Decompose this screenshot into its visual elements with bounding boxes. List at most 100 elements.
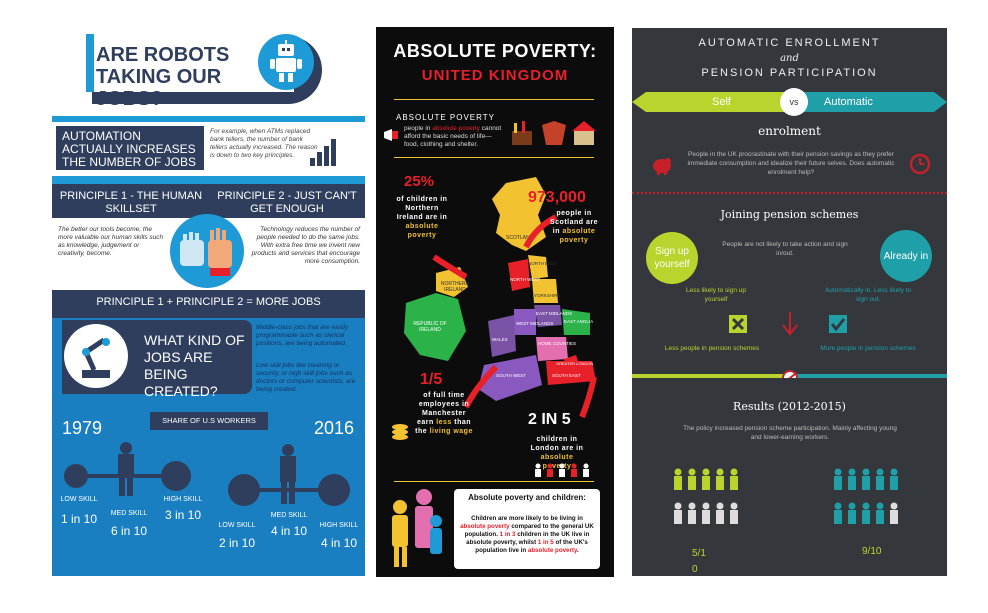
inaction-note: People are not likely to take action and… bbox=[722, 241, 848, 257]
automatic-label: Automatic bbox=[824, 96, 873, 108]
box-emphasis: 1 in 5 bbox=[537, 539, 554, 546]
region-republic-of-ireland bbox=[404, 293, 466, 361]
auto-enrol-fraction: 9/10 bbox=[862, 546, 882, 557]
principle-1-heading: PRINCIPLE 1 - THE HUMAN SKILLSET bbox=[59, 190, 203, 215]
scotland-text-body: people in Scotland are in bbox=[549, 210, 598, 235]
check-box-icon bbox=[829, 315, 847, 333]
absolute-poverty-heading: ABSOLUTE POVERTY bbox=[396, 113, 495, 122]
robot-human-hands-icon bbox=[170, 214, 244, 288]
region-label: SCOTLAND bbox=[506, 235, 534, 241]
high-skill-1979: 3 in 10 bbox=[164, 508, 202, 522]
region-south-east bbox=[546, 361, 596, 385]
what-kind-heading: WHAT KIND OF JOBS ARE BEING CREATED? bbox=[144, 332, 245, 399]
children-info-text: Children are more likely to be living in… bbox=[460, 515, 594, 555]
principle-2-text: Technology reduces the number of people … bbox=[251, 226, 360, 265]
sum-band bbox=[52, 290, 365, 318]
definition-text: cannot afford the basic needs of life—fo… bbox=[404, 125, 502, 148]
manchester-text-body: of full time employees in Manchester ear… bbox=[416, 392, 470, 426]
box-text: of the UK's population live in bbox=[475, 539, 588, 554]
robots-title: ARE ROBOTS TAKING OUR JOBS? bbox=[96, 44, 230, 110]
sign-up-circle: Sign up yourself bbox=[646, 232, 698, 284]
family-icon bbox=[392, 489, 442, 567]
what-kind-note-1: Middle-class jobs that are easily progra… bbox=[256, 324, 349, 347]
auto-likely-text: Automatically in. Less likely to sign ou… bbox=[824, 287, 912, 303]
low-skill-label-2016: LOW SKILL bbox=[218, 522, 256, 529]
principles-band bbox=[52, 184, 365, 218]
pension-title: AUTOMATIC ENROLLMENT and PENSION PARTICI… bbox=[632, 36, 947, 81]
pension-title-line-1: AUTOMATIC ENROLLMENT bbox=[698, 37, 881, 49]
manchester-text-emphasis: less bbox=[436, 419, 452, 426]
region-north-east bbox=[528, 255, 548, 279]
down-arrow-icon bbox=[782, 312, 798, 336]
children-info-heading: Absolute poverty and children: bbox=[468, 493, 586, 502]
region-west-midlands bbox=[514, 309, 536, 335]
ni-value: 25% bbox=[404, 173, 435, 190]
box-emphasis: 1 in 3 bbox=[499, 531, 516, 538]
self-label: Self bbox=[712, 96, 731, 108]
box-text: children in the UK live in absolute pove… bbox=[466, 531, 590, 546]
less-people-text: Less people in pension schemes bbox=[664, 345, 760, 352]
region-label: WALES bbox=[492, 337, 508, 342]
high-skill-label-2016: HIGH SKILL bbox=[319, 522, 359, 529]
absolute-poverty-definition: people in absolute poverty cannot afford… bbox=[404, 125, 504, 149]
med-skill-1979: 6 in 10 bbox=[110, 524, 148, 538]
megaphone-icon bbox=[384, 129, 398, 141]
enrolment-heading: enrolment bbox=[758, 124, 821, 138]
divider bbox=[394, 99, 594, 100]
manchester-text: of full time employees in Manchester ear… bbox=[414, 391, 474, 436]
ni-text-emphasis: absolute poverty bbox=[405, 223, 439, 239]
progress-divider bbox=[632, 370, 947, 378]
vs-badge: vs bbox=[780, 88, 808, 116]
region-east-midlands bbox=[534, 305, 562, 327]
region-wales bbox=[488, 315, 516, 357]
region-label: HOME COUNTIES bbox=[538, 341, 577, 346]
share-label: SHARE OF U.S WORKERS bbox=[150, 412, 268, 430]
region-label: NORTH EAST bbox=[528, 261, 557, 266]
low-skill-label-1979: LOW SKILL bbox=[60, 496, 98, 503]
automation-heading: AUTOMATION ACTUALLY INCREASES THE NUMBER… bbox=[56, 126, 204, 170]
piggy-bank-icon bbox=[653, 158, 671, 175]
callout-arrows bbox=[432, 214, 597, 419]
children-info-box bbox=[454, 489, 600, 569]
robot-icon bbox=[258, 34, 314, 90]
what-kind-note-2: Low skill jobs like cleaning or security… bbox=[256, 362, 356, 393]
manchester-text-body: than the bbox=[415, 419, 472, 435]
dotted-divider bbox=[632, 192, 947, 198]
self-enrol-fraction: 5/10 bbox=[692, 548, 706, 575]
low-skill-2016: 2 in 10 bbox=[218, 536, 256, 550]
principles-sum: PRINCIPLE 1 + PRINCIPLE 2 = MORE JOBS bbox=[96, 296, 321, 308]
box-text: . bbox=[576, 547, 579, 554]
automation-note: For example, when ATMs replaced bank tel… bbox=[210, 128, 318, 159]
box-emphasis: absolute poverty bbox=[460, 523, 510, 530]
low-skill-1979: 1 in 10 bbox=[60, 512, 98, 526]
med-skill-label-2016: MED SKILL bbox=[270, 512, 308, 519]
robot-arm-icon bbox=[64, 324, 128, 388]
divider bbox=[394, 157, 594, 158]
region-label: NORTHERN IRELAND bbox=[440, 281, 470, 293]
region-label: REPUBLIC OF IRELAND bbox=[413, 321, 447, 333]
coins-icon bbox=[392, 424, 408, 440]
alarm-clock-icon bbox=[909, 153, 931, 175]
ni-text: of children in Northern Ireland are in a… bbox=[394, 195, 450, 240]
poverty-infographic: ABSOLUTE POVERTY: UNITED KINGDOM ABSOLUT… bbox=[376, 27, 614, 577]
enrolment-intro: People in the UK procrastinate with thei… bbox=[687, 151, 895, 176]
barbell-2016-icon bbox=[228, 444, 350, 506]
cross-box-icon bbox=[729, 315, 747, 333]
region-label: NORTH WEST bbox=[510, 277, 541, 282]
region-label: SOUTH EAST bbox=[552, 373, 581, 378]
region-home-counties bbox=[536, 337, 568, 361]
food-clothing-shelter-icons bbox=[512, 121, 596, 145]
region-label: YORKSHIRE bbox=[534, 293, 561, 298]
results-heading: Results (2012-2015) bbox=[733, 400, 846, 413]
med-skill-label-1979: MED SKILL bbox=[110, 510, 148, 517]
region-east-anglia bbox=[562, 309, 590, 335]
region-label: EAST ANGLIA bbox=[564, 319, 594, 324]
box-text: Children are more likely to be living in bbox=[471, 515, 583, 522]
year-1979: 1979 bbox=[62, 418, 103, 438]
london-text-body: children in London are in bbox=[530, 436, 584, 452]
divider bbox=[52, 176, 365, 184]
pension-infographic: AUTOMATIC ENROLLMENT and PENSION PARTICI… bbox=[632, 28, 947, 576]
region-yorkshire bbox=[532, 279, 558, 303]
region-label: SOUTH WEST bbox=[496, 373, 526, 378]
manchester-text-emphasis: living wage bbox=[429, 428, 473, 435]
